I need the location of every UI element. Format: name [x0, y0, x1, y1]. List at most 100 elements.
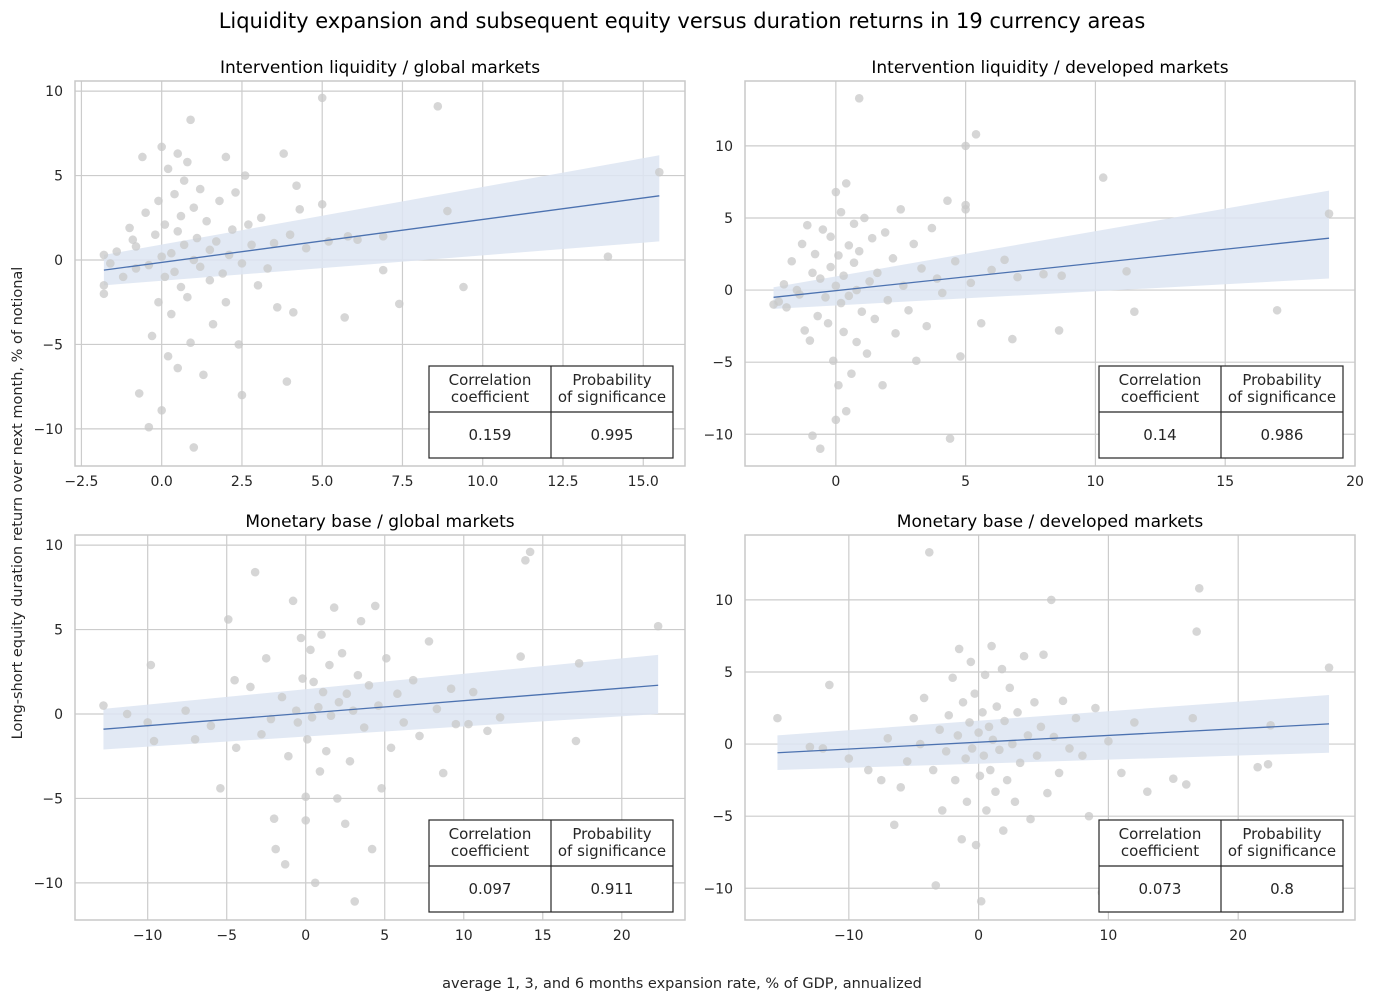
data-point	[836, 298, 846, 308]
data-point	[170, 267, 179, 277]
data-point	[211, 237, 221, 246]
data-point	[991, 787, 1000, 796]
data-point	[808, 268, 817, 278]
data-point	[223, 615, 233, 624]
data-point	[408, 675, 418, 685]
data-point	[173, 226, 183, 236]
data-point	[1130, 307, 1139, 317]
data-point	[340, 819, 350, 829]
x-tick-label: −10	[834, 928, 864, 944]
y-tick-label: −5	[42, 791, 63, 807]
axes-frame	[74, 80, 686, 467]
data-point	[321, 746, 331, 756]
data-point	[183, 292, 192, 302]
data-point	[446, 684, 456, 693]
data-point	[1263, 759, 1273, 769]
x-tick-label: 5.0	[311, 474, 333, 490]
data-point	[1023, 731, 1033, 740]
data-point	[839, 271, 848, 280]
data-point	[149, 736, 159, 746]
data-point	[315, 767, 325, 776]
panel-4: Monetary base / developed markets −10 0 10 2…	[703, 512, 1356, 944]
data-point	[931, 881, 941, 890]
data-point	[424, 637, 434, 646]
correlation-header: coefficient	[451, 388, 529, 406]
data-point	[854, 94, 864, 103]
data-point	[852, 285, 861, 295]
data-point	[863, 765, 873, 775]
data-point	[971, 840, 981, 850]
data-point	[345, 756, 355, 766]
data-point	[800, 326, 810, 335]
data-point	[826, 232, 835, 242]
data-point	[378, 265, 388, 275]
data-point	[1008, 334, 1017, 344]
data-point	[1013, 708, 1022, 717]
data-point	[438, 768, 448, 778]
data-point	[1104, 736, 1113, 746]
data-point	[836, 207, 846, 217]
y-tick-label: −10	[703, 427, 733, 443]
data-point	[655, 167, 664, 177]
data-point	[205, 245, 215, 255]
data-point	[295, 205, 305, 214]
data-point	[271, 844, 280, 854]
data-point	[318, 687, 328, 697]
data-point	[773, 713, 782, 723]
correlation-header: Correlation	[1119, 825, 1202, 843]
data-point	[128, 235, 138, 245]
data-point	[1181, 780, 1191, 789]
data-point	[340, 313, 349, 322]
x-tick-label: 15.0	[628, 474, 659, 490]
data-point	[984, 722, 994, 732]
data-point	[966, 657, 976, 667]
y-tick-label: 10	[45, 84, 63, 100]
data-point	[844, 241, 854, 250]
data-point	[144, 422, 154, 432]
x-tick-label: −2.5	[64, 474, 98, 490]
y-axis-label: Long-short equity duration return over n…	[10, 267, 26, 740]
data-point	[954, 644, 964, 654]
data-point	[976, 318, 986, 328]
data-point	[334, 697, 344, 707]
data-point	[459, 282, 468, 292]
data-point	[1054, 768, 1064, 778]
data-point	[878, 380, 887, 390]
data-point	[179, 176, 189, 185]
data-point	[99, 250, 109, 260]
data-point	[831, 281, 841, 291]
data-point	[1122, 267, 1131, 276]
data-point	[888, 254, 898, 263]
data-point	[1253, 762, 1262, 772]
data-point	[521, 556, 530, 565]
data-point	[937, 288, 947, 298]
regression-line	[103, 195, 660, 271]
data-point	[831, 415, 841, 425]
data-point	[325, 660, 334, 670]
data-point	[1117, 768, 1126, 778]
data-point	[173, 149, 183, 158]
data-point	[343, 232, 353, 241]
data-point	[844, 754, 854, 763]
data-point	[250, 567, 260, 577]
data-point	[394, 299, 404, 309]
data-point	[915, 739, 925, 749]
data-point	[272, 302, 282, 312]
probability-header: Probability	[572, 825, 651, 843]
y-tick-label: 5	[724, 211, 733, 227]
data-point	[937, 806, 947, 815]
data-point	[189, 203, 199, 212]
data-point	[144, 260, 154, 270]
data-point	[1058, 696, 1068, 706]
data-point	[902, 757, 912, 766]
x-axis-label: average 1, 3, and 6 months expansion rat…	[442, 976, 922, 992]
data-point	[224, 250, 234, 260]
data-point	[935, 725, 944, 734]
data-point	[1010, 797, 1020, 807]
data-point	[1039, 650, 1048, 659]
data-point	[179, 240, 189, 250]
data-point	[950, 256, 960, 266]
data-point	[141, 208, 150, 218]
data-point	[1039, 269, 1048, 279]
data-point	[891, 329, 900, 338]
